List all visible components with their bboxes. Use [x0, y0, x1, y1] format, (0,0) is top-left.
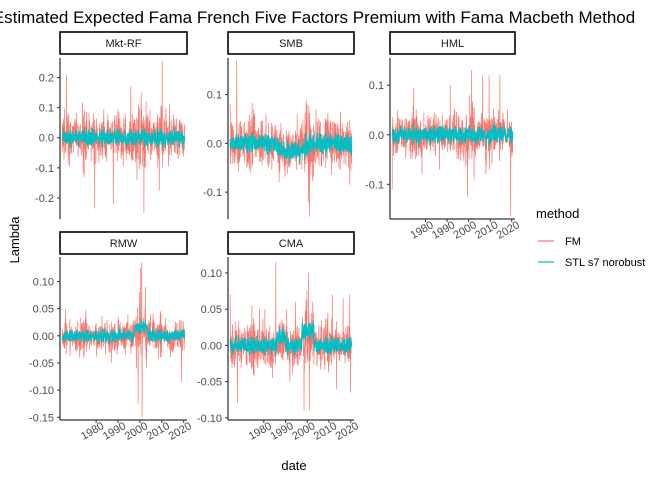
strip-box [227, 31, 355, 55]
y-tick-label: 0.1 [39, 103, 54, 115]
series-line-stl [229, 320, 353, 356]
strip-label: HML [441, 38, 464, 50]
series-line-fm [229, 262, 352, 411]
legend-label: STL s7 norobust [565, 257, 645, 269]
y-tick-label: -0.10 [197, 413, 222, 425]
y-tick-label: 0.0 [39, 133, 54, 145]
legend-label: FM [565, 236, 581, 248]
series-line-fm [391, 70, 514, 217]
facet-panel-smb: SMB -0.1 0.0 0.1 [203, 31, 355, 219]
strip-label: SMB [279, 38, 303, 50]
y-tick-label: -0.15 [29, 412, 54, 424]
x-tick-label: 2020 [334, 420, 361, 443]
y-tick-label: -0.10 [29, 385, 54, 397]
y-tick-label: 0.10 [33, 276, 54, 288]
strip-box [59, 231, 188, 255]
facet-panel-cma: CMA-0.10-0.050.000.050.10198019902000201… [197, 231, 361, 443]
chart-title: Estimated Expected Fama French Five Fact… [0, 8, 635, 27]
series-line-stl [61, 126, 186, 149]
y-tick-label: -0.05 [197, 377, 222, 389]
facet-panel-mkt-rf: Mkt-RF -0.2 -0.1 0.0 0.1 0.2 [35, 31, 188, 219]
strip-label: RMW [110, 238, 138, 250]
x-tick-label: 2020 [495, 219, 522, 242]
facet-panels: Mkt-RF -0.2 -0.1 0.0 0.1 0.2 SMB -0.1 0.0 0.1 HML -… [29, 31, 522, 443]
series-line-stl [229, 130, 353, 165]
legend-title: method [536, 206, 579, 221]
strip-label: Mkt-RF [105, 38, 141, 50]
y-tick-label: 0.10 [201, 268, 222, 280]
legend-key: STL s7 norobust [538, 257, 645, 269]
y-tick-label: 0.05 [33, 304, 54, 316]
facet-panel-rmw: RMW-0.15-0.10-0.050.000.050.101980199020… [29, 231, 194, 443]
strip-label: CMA [279, 238, 304, 250]
strip-box [227, 231, 355, 255]
y-tick-label: -0.1 [365, 179, 384, 191]
y-tick-label: 0.2 [39, 73, 54, 85]
strip-box [389, 31, 516, 55]
y-tick-label: 0.1 [207, 90, 222, 102]
y-tick-label: -0.2 [35, 193, 54, 205]
x-tick-label: 2020 [167, 420, 194, 443]
y-tick-label: -0.1 [35, 163, 54, 175]
strip-box [59, 31, 188, 55]
y-axis-title: Lambda [7, 216, 22, 264]
y-tick-label: 0.00 [201, 340, 222, 352]
y-tick-label: -0.05 [29, 358, 54, 370]
series-line-stl [61, 319, 186, 345]
y-tick-label: 0.0 [207, 138, 222, 150]
legend: method FM STL s7 norobust [536, 206, 645, 269]
y-tick-label: -0.1 [203, 187, 222, 199]
y-tick-label: 0.0 [369, 130, 384, 142]
x-axis-title: date [281, 458, 306, 473]
y-tick-label: 0.05 [201, 304, 222, 316]
y-tick-label: 0.1 [369, 80, 384, 92]
y-tick-label: 0.00 [33, 331, 54, 343]
series-line-stl [391, 122, 514, 149]
legend-key: FM [538, 236, 581, 248]
